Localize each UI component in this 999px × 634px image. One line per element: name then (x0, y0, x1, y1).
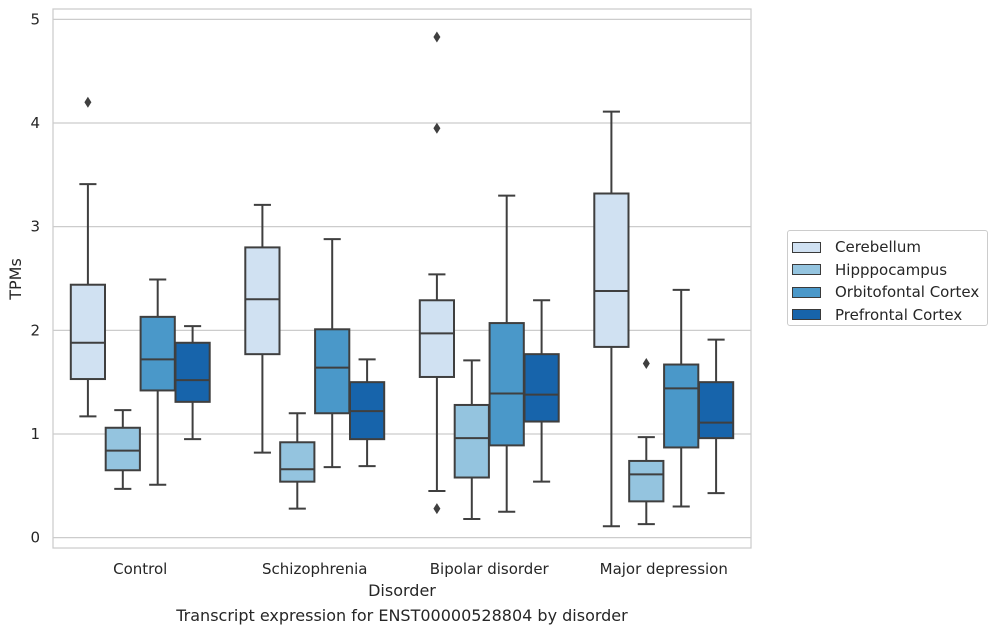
y-axis-label: TPMs (6, 258, 25, 301)
x-tick-label: Major depression (600, 560, 728, 578)
chart-caption: Transcript expression for ENST0000052880… (176, 606, 628, 625)
box-prefrontal-cortex-0 (174, 325, 211, 441)
legend-swatch (792, 309, 821, 321)
box-iqr (593, 192, 630, 348)
legend-label: Orbitofontal Cortex (835, 283, 980, 302)
legend-label: Hipppocampus (835, 260, 948, 279)
box-hipppocampus-3 (628, 357, 665, 526)
outlier-point (433, 122, 441, 134)
legend-item: Hipppocampus (792, 259, 987, 282)
box-iqr (279, 441, 316, 483)
box-iqr (523, 353, 560, 423)
box-iqr (244, 246, 281, 356)
box-iqr (697, 381, 735, 440)
box-orbitofontal-cortex-2 (488, 194, 525, 513)
y-tick-label: 0 (30, 529, 40, 547)
legend-item: Prefrontal Cortex (792, 304, 987, 327)
box-cerebellum-0 (69, 96, 107, 418)
box-prefrontal-cortex-3 (697, 338, 735, 495)
box-groups (69, 31, 735, 528)
box-cerebellum-1 (244, 203, 281, 454)
box-iqr (663, 363, 700, 449)
box-iqr (488, 322, 525, 447)
x-tick-label: Schizophrenia (262, 560, 367, 578)
box-prefrontal-cortex-1 (348, 358, 386, 468)
box-orbitofontal-cortex-1 (314, 238, 351, 469)
legend-label: Cerebellum (835, 238, 921, 257)
legend-swatch (792, 241, 821, 253)
box-prefrontal-cortex-2 (523, 299, 560, 483)
box-iqr (174, 341, 211, 403)
x-axis-label: Disorder (368, 581, 436, 600)
outlier-point (84, 96, 92, 108)
box-hipppocampus-0 (104, 409, 141, 490)
box-iqr (453, 403, 490, 479)
y-tick-label: 3 (30, 218, 40, 236)
legend-item: Orbitofontal Cortex (792, 281, 987, 304)
y-tick-label: 2 (30, 321, 40, 339)
x-tick-label: Bipolar disorder (430, 560, 550, 578)
legend-swatch (792, 264, 821, 276)
box-iqr (314, 328, 351, 415)
box-orbitofontal-cortex-3 (663, 288, 700, 508)
outlier-point (433, 31, 441, 43)
legend-label: Prefrontal Cortex (835, 305, 963, 324)
x-tick-labels: Control Schizophrenia Bipolar disorder Majo… (113, 560, 728, 578)
legend: Cerebellum Hipppocampus Orbitofontal Corte… (787, 230, 988, 326)
outlier-point (642, 357, 650, 369)
y-tick-label: 4 (30, 114, 40, 132)
box-cerebellum-3 (593, 110, 630, 528)
box-iqr (139, 315, 176, 392)
legend-swatch (792, 286, 821, 298)
legend-item: Cerebellum (792, 236, 987, 259)
box-cerebellum-2 (418, 31, 456, 515)
box-iqr (628, 459, 665, 503)
y-tick-labels: 0 1 2 3 4 5 (30, 10, 40, 546)
y-tick-label: 1 (30, 425, 40, 443)
x-tick-label: Control (113, 560, 167, 578)
box-iqr (418, 299, 456, 378)
box-iqr (69, 283, 107, 381)
plot-frame (52, 8, 752, 549)
box-hipppocampus-1 (279, 412, 316, 510)
y-tick-label: 5 (30, 10, 40, 28)
outlier-point (433, 503, 441, 515)
box-iqr (104, 426, 141, 472)
box-hipppocampus-2 (453, 359, 490, 520)
box-orbitofontal-cortex-0 (139, 278, 176, 486)
